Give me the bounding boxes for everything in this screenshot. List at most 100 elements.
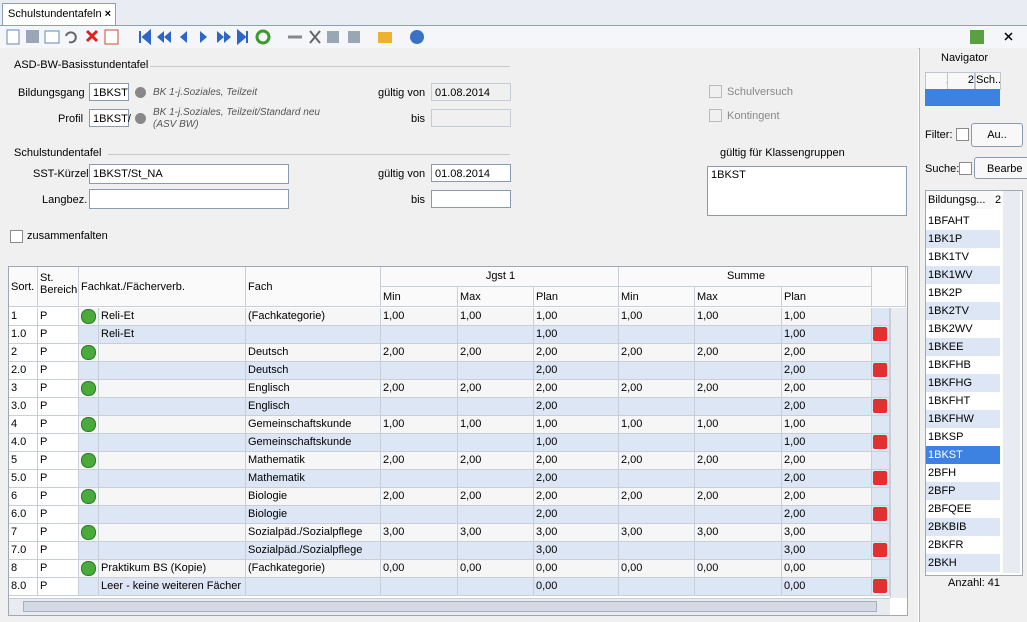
checkbox[interactable] (709, 85, 722, 98)
table-cell: 1,00 (534, 326, 619, 344)
table-cell: 0,00 (458, 560, 534, 578)
delete-icon[interactable] (873, 507, 887, 521)
gruppen-list[interactable]: 1BKST (707, 166, 907, 216)
table-cell (381, 434, 458, 452)
list-item[interactable]: 1BKFHG (926, 374, 1000, 392)
list-item[interactable]: 2BKH (926, 554, 1000, 572)
table-cell: Reli-Et (99, 308, 246, 326)
date-field[interactable] (431, 190, 511, 208)
nav-selection[interactable] (925, 89, 1000, 106)
scroll-thumb[interactable] (23, 601, 877, 612)
copy-icon[interactable] (45, 31, 59, 43)
add-icon[interactable] (81, 381, 96, 396)
column-header: Sort. (9, 267, 38, 307)
nav-icons[interactable] (140, 31, 247, 43)
table-cell: 1,00 (458, 416, 534, 434)
list-item[interactable]: 2BFP (926, 482, 1000, 500)
tab[interactable]: Schulstundentafeln× (2, 3, 116, 25)
button[interactable]: Bearbe (974, 157, 1027, 179)
delete-icon[interactable] (873, 399, 887, 413)
list-item[interactable]: 2BFQEE (926, 500, 1000, 518)
table-cell: 2,00 (381, 488, 458, 506)
list-item[interactable]: 2BFH (926, 464, 1000, 482)
close-icon[interactable] (1005, 33, 1012, 40)
checkbox[interactable] (10, 230, 23, 243)
label: Bildungsgang (18, 87, 85, 99)
action-cell (872, 416, 890, 434)
delete-icon[interactable] (873, 327, 887, 341)
langbez-field[interactable] (89, 189, 289, 209)
add-icon[interactable] (81, 525, 96, 540)
list-item[interactable]: 1BK2WV (926, 320, 1000, 338)
label: Suche: (925, 163, 959, 175)
gruppen-item[interactable]: 1BKST (711, 167, 906, 183)
checkbox[interactable] (956, 128, 969, 141)
list-item[interactable]: 1BKFHT (926, 392, 1000, 410)
list-item[interactable]: 1BK1TV (926, 248, 1000, 266)
help-icon[interactable] (410, 30, 424, 44)
list-item[interactable]: 2BKFR (926, 536, 1000, 554)
table-cell: 2,00 (782, 344, 872, 362)
v-scrollbar[interactable] (890, 308, 907, 598)
table-cell: 1 (9, 308, 38, 326)
table-cell (99, 362, 246, 380)
list-item[interactable]: 1BK2TV (926, 302, 1000, 320)
save-icon[interactable] (26, 30, 39, 43)
checkbox-label: zusammenfalten (27, 230, 108, 242)
checkbox[interactable] (959, 162, 972, 175)
cut-icon[interactable] (310, 31, 320, 43)
checkbox-label: Kontingent (727, 110, 780, 122)
add-icon[interactable] (81, 417, 96, 432)
paste-icon[interactable] (327, 31, 339, 43)
add-icon[interactable] (81, 309, 96, 324)
export-icon[interactable] (105, 30, 118, 44)
list-scrollbar[interactable] (1003, 191, 1020, 573)
kuerzel-field[interactable]: 1BKST/St_NA (89, 164, 289, 184)
table-cell (458, 542, 534, 560)
delete-icon[interactable] (873, 471, 887, 485)
date-field[interactable]: 01.08.2014 (431, 83, 511, 101)
list-item[interactable]: 2BKBIB (926, 518, 1000, 536)
refresh-icon[interactable] (257, 31, 269, 43)
new-icon[interactable] (7, 30, 19, 44)
table-cell: P (38, 470, 79, 488)
sync-icon[interactable] (970, 30, 984, 44)
table-cell: 2,00 (534, 362, 619, 380)
add-icon[interactable] (81, 489, 96, 504)
list-item[interactable]: 1BK1WV (926, 266, 1000, 284)
add-icon[interactable] (81, 345, 96, 360)
delete-icon[interactable] (873, 363, 887, 377)
list-item[interactable]: 1BKFHB (926, 356, 1000, 374)
list-item[interactable]: 1BKSP (926, 428, 1000, 446)
table-cell: 1,00 (381, 308, 458, 326)
folder-icon[interactable] (378, 32, 392, 43)
list-item[interactable]: 1BKST (926, 446, 1000, 464)
table-cell (619, 398, 695, 416)
add-icon[interactable] (81, 561, 96, 576)
button[interactable]: Au.. (971, 123, 1023, 147)
tab-close[interactable]: × (105, 8, 111, 20)
paste2-icon[interactable] (348, 31, 360, 43)
checkbox[interactable] (709, 109, 722, 122)
add-icon[interactable] (81, 453, 96, 468)
list-item[interactable]: 1BK1P (926, 230, 1000, 248)
table-cell: 0,00 (782, 578, 872, 596)
column-chooser[interactable] (872, 267, 906, 307)
table-cell: P (38, 434, 79, 452)
delete-icon[interactable] (87, 31, 97, 41)
list-item[interactable]: 1BKFHW (926, 410, 1000, 428)
list-item[interactable]: 1BK2P (926, 284, 1000, 302)
delete-icon[interactable] (873, 543, 887, 557)
nav-buttons[interactable] (935, 599, 1015, 613)
bildungsgang-field[interactable]: 1BKST (89, 83, 129, 101)
profil-field[interactable]: 1BKST/ (89, 109, 129, 127)
date-field[interactable] (431, 109, 511, 127)
list-item[interactable]: 1BFAHT (926, 212, 1000, 230)
list-item[interactable]: 1BKEE (926, 338, 1000, 356)
undo-icon[interactable] (66, 32, 76, 42)
table-cell: 1,00 (381, 416, 458, 434)
table-cell: 2,00 (619, 488, 695, 506)
delete-icon[interactable] (873, 579, 887, 593)
delete-icon[interactable] (873, 435, 887, 449)
date-field[interactable]: 01.08.2014 (431, 164, 511, 182)
